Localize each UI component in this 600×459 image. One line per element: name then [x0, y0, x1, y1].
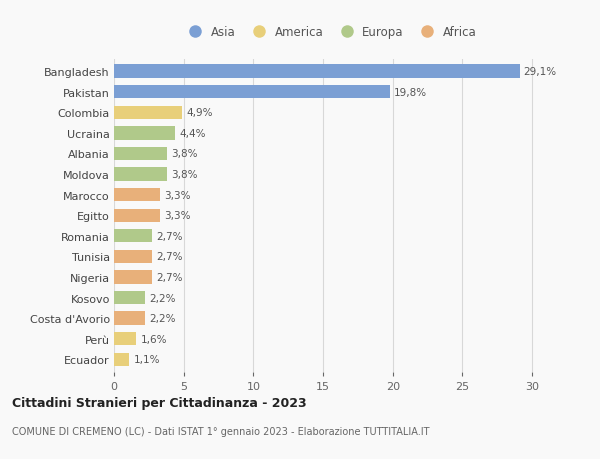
- Text: 1,1%: 1,1%: [134, 354, 160, 364]
- Bar: [114, 168, 167, 181]
- Bar: [114, 332, 136, 346]
- Bar: [114, 147, 167, 161]
- Text: COMUNE DI CREMENO (LC) - Dati ISTAT 1° gennaio 2023 - Elaborazione TUTTITALIA.IT: COMUNE DI CREMENO (LC) - Dati ISTAT 1° g…: [12, 426, 430, 436]
- Bar: [114, 230, 152, 243]
- Bar: [114, 250, 152, 263]
- Text: 2,7%: 2,7%: [156, 252, 182, 262]
- Text: 2,2%: 2,2%: [149, 293, 175, 303]
- Text: Cittadini Stranieri per Cittadinanza - 2023: Cittadini Stranieri per Cittadinanza - 2…: [12, 396, 307, 409]
- Bar: [114, 209, 160, 223]
- Text: 29,1%: 29,1%: [524, 67, 557, 77]
- Text: 3,3%: 3,3%: [164, 211, 191, 221]
- Text: 2,7%: 2,7%: [156, 272, 182, 282]
- Text: 3,3%: 3,3%: [164, 190, 191, 200]
- Text: 3,8%: 3,8%: [171, 149, 197, 159]
- Text: 4,9%: 4,9%: [187, 108, 213, 118]
- Legend: Asia, America, Europa, Africa: Asia, America, Europa, Africa: [181, 23, 479, 41]
- Text: 2,2%: 2,2%: [149, 313, 175, 324]
- Text: 19,8%: 19,8%: [394, 88, 427, 97]
- Bar: [114, 291, 145, 304]
- Bar: [114, 353, 130, 366]
- Bar: [114, 86, 390, 99]
- Text: 4,4%: 4,4%: [179, 129, 206, 139]
- Bar: [114, 189, 160, 202]
- Text: 1,6%: 1,6%: [140, 334, 167, 344]
- Bar: [114, 127, 175, 140]
- Bar: [114, 271, 152, 284]
- Bar: [114, 312, 145, 325]
- Bar: [114, 106, 182, 120]
- Bar: [114, 65, 520, 78]
- Text: 3,8%: 3,8%: [171, 170, 197, 179]
- Text: 2,7%: 2,7%: [156, 231, 182, 241]
